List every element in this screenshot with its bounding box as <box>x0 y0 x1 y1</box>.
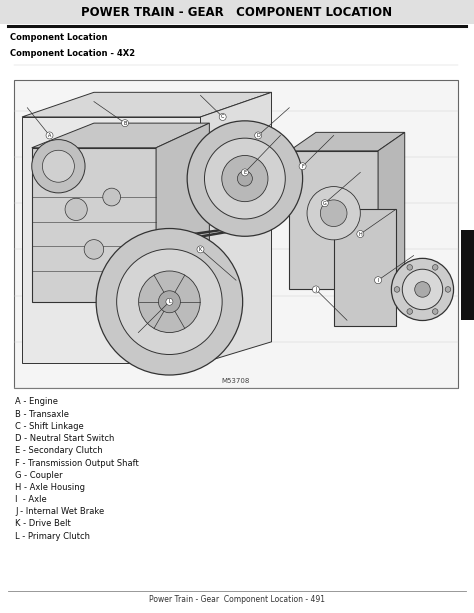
Circle shape <box>103 188 120 206</box>
Circle shape <box>158 291 181 313</box>
Circle shape <box>219 113 226 121</box>
Bar <box>461 230 474 320</box>
Circle shape <box>445 287 451 292</box>
Text: G: G <box>323 200 327 206</box>
Text: D: D <box>256 133 260 138</box>
Bar <box>14 80 458 388</box>
Circle shape <box>392 258 454 321</box>
Text: B - Transaxle: B - Transaxle <box>15 409 69 419</box>
Circle shape <box>197 246 204 253</box>
Text: Component Location - 4X2: Component Location - 4X2 <box>10 48 135 58</box>
Circle shape <box>432 265 438 270</box>
Bar <box>0 0 474 24</box>
Circle shape <box>402 269 443 310</box>
Circle shape <box>237 171 252 186</box>
Text: K: K <box>199 247 202 252</box>
Circle shape <box>320 200 347 227</box>
Text: L: L <box>168 299 171 304</box>
Circle shape <box>407 265 412 270</box>
Text: Component Location: Component Location <box>10 32 108 42</box>
Text: H: H <box>358 232 362 237</box>
Circle shape <box>138 271 200 332</box>
Text: C - Shift Linkage: C - Shift Linkage <box>15 422 84 431</box>
Text: H - Axle Housing: H - Axle Housing <box>15 483 85 492</box>
Text: L - Primary Clutch: L - Primary Clutch <box>15 531 90 541</box>
Polygon shape <box>156 123 210 302</box>
Circle shape <box>96 229 243 375</box>
Text: I: I <box>377 278 379 283</box>
Text: E - Secondary Clutch: E - Secondary Clutch <box>15 446 103 455</box>
Polygon shape <box>201 93 272 364</box>
Circle shape <box>187 121 302 236</box>
Text: J: J <box>315 287 317 292</box>
Circle shape <box>166 299 173 305</box>
Bar <box>334 210 396 326</box>
Circle shape <box>65 198 87 221</box>
Text: F - Transmission Output Shaft: F - Transmission Output Shaft <box>15 459 139 468</box>
Circle shape <box>222 156 268 202</box>
Polygon shape <box>289 132 405 151</box>
Circle shape <box>204 138 285 219</box>
Circle shape <box>121 120 128 127</box>
Circle shape <box>32 140 85 193</box>
Circle shape <box>117 249 222 354</box>
Circle shape <box>307 186 360 240</box>
Text: C: C <box>221 115 224 120</box>
Polygon shape <box>22 93 272 117</box>
Text: D - Neutral Start Switch: D - Neutral Start Switch <box>15 434 114 443</box>
Text: E: E <box>243 170 246 175</box>
Circle shape <box>46 132 53 139</box>
Circle shape <box>321 200 328 207</box>
Circle shape <box>42 150 74 182</box>
Text: A - Engine: A - Engine <box>15 397 58 406</box>
Bar <box>289 151 378 289</box>
Text: POWER TRAIN - GEAR   COMPONENT LOCATION: POWER TRAIN - GEAR COMPONENT LOCATION <box>82 6 392 18</box>
Circle shape <box>374 276 382 284</box>
Polygon shape <box>32 148 156 302</box>
Polygon shape <box>22 117 201 364</box>
Circle shape <box>255 132 262 139</box>
Text: F: F <box>301 164 304 169</box>
Circle shape <box>415 281 430 297</box>
Text: M53708: M53708 <box>222 378 250 384</box>
Text: Power Train - Gear  Component Location - 491: Power Train - Gear Component Location - … <box>149 595 325 604</box>
Circle shape <box>407 309 412 314</box>
Circle shape <box>312 286 319 293</box>
Text: J - Internal Wet Brake: J - Internal Wet Brake <box>15 508 104 516</box>
Text: B: B <box>123 121 127 126</box>
Circle shape <box>357 230 364 237</box>
Polygon shape <box>32 123 210 148</box>
Circle shape <box>299 162 306 170</box>
Circle shape <box>432 309 438 314</box>
Text: A: A <box>48 133 51 138</box>
Circle shape <box>84 240 104 259</box>
Text: K - Drive Belt: K - Drive Belt <box>15 519 71 528</box>
Polygon shape <box>378 132 405 289</box>
Text: I  - Axle: I - Axle <box>15 495 47 504</box>
Circle shape <box>394 287 400 292</box>
Text: G - Coupler: G - Coupler <box>15 471 63 480</box>
Circle shape <box>241 169 248 176</box>
